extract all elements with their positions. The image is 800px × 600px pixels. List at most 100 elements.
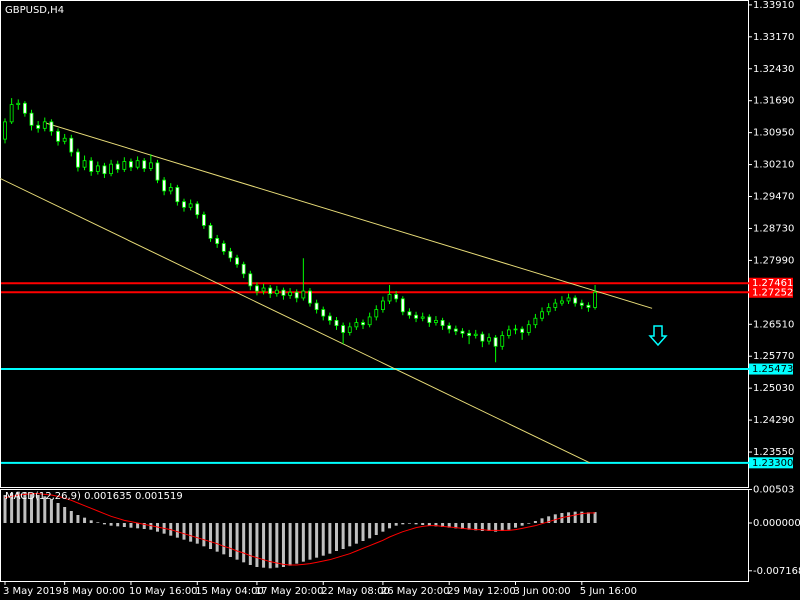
candle-body xyxy=(195,203,200,216)
candle-body xyxy=(487,337,491,342)
candle-body xyxy=(579,302,584,306)
candle-body xyxy=(9,104,14,123)
macd-bar xyxy=(421,523,425,525)
candle-body xyxy=(308,290,312,304)
macd-bar xyxy=(16,491,20,523)
candle-body xyxy=(361,322,365,326)
level-label-box xyxy=(749,286,793,298)
x-tick-label: 17 May 20:00 xyxy=(255,586,324,597)
macd-bar xyxy=(593,512,597,523)
macd-bar xyxy=(102,523,106,525)
macd-bar xyxy=(361,523,365,541)
macd-bar xyxy=(533,521,537,523)
candle-body xyxy=(420,316,425,319)
y-tick-label: 1.28730 xyxy=(753,223,794,234)
level-label-box xyxy=(749,277,793,289)
macd-bar xyxy=(83,517,87,523)
macd-bar xyxy=(10,493,14,523)
y-tick-label: 1.30210 xyxy=(753,160,794,171)
y-tick-label: 0.000000 xyxy=(753,518,800,529)
level-label: 1.27461 xyxy=(752,278,793,289)
macd-bar xyxy=(520,523,524,526)
macd-bar xyxy=(209,523,213,549)
candle-body xyxy=(69,137,74,153)
macd-bar xyxy=(547,516,551,523)
candle-body xyxy=(36,124,41,129)
candle-body xyxy=(473,333,478,336)
candle-body xyxy=(228,250,233,259)
candle-body xyxy=(208,225,213,239)
candle-body xyxy=(374,309,379,318)
candle-body xyxy=(334,319,339,326)
level-label-box xyxy=(749,457,793,469)
y-tick-label: 1.33910 xyxy=(753,0,794,11)
macd-bar xyxy=(235,523,239,560)
candle-body xyxy=(434,319,438,323)
candle-body xyxy=(553,302,558,308)
candle-body xyxy=(162,179,167,192)
candle-body xyxy=(168,187,173,192)
macd-bar xyxy=(586,512,590,523)
macd-bar xyxy=(242,523,246,563)
macd-bar xyxy=(374,523,378,535)
macd-bar xyxy=(43,496,47,523)
macd-bar xyxy=(3,495,7,523)
candle-body xyxy=(42,121,47,129)
macd-bar xyxy=(275,523,279,568)
candle-body xyxy=(241,263,246,275)
candle-body xyxy=(3,121,7,140)
level-label: 1.25473 xyxy=(752,364,793,375)
candle-body xyxy=(129,161,133,168)
candle-body xyxy=(89,160,94,172)
candle-body xyxy=(381,300,385,311)
candle-body xyxy=(201,214,206,226)
macd-bar xyxy=(454,523,458,529)
candle-body xyxy=(394,294,399,300)
candle-body xyxy=(235,257,239,265)
macd-frame xyxy=(0,489,749,582)
candle-body xyxy=(274,289,279,295)
macd-bar xyxy=(441,523,445,527)
macd-bar xyxy=(255,523,259,567)
candle-body xyxy=(76,151,80,168)
candle-body xyxy=(493,337,498,347)
y-tick-label: 1.27990 xyxy=(753,255,794,266)
candle-body xyxy=(221,243,226,252)
macd-bar xyxy=(129,523,133,528)
candle-body xyxy=(109,163,113,175)
macd-bar xyxy=(527,523,531,524)
macd-bar xyxy=(328,523,332,554)
macd-bar xyxy=(195,523,199,544)
level-label: 1.27252 xyxy=(752,287,793,298)
candle-body xyxy=(546,307,551,313)
macd-bar xyxy=(507,523,511,530)
macd-bar xyxy=(567,512,571,523)
candle-body xyxy=(135,160,140,168)
signal-line xyxy=(4,493,596,566)
candle-body xyxy=(248,273,253,287)
candle-body xyxy=(440,319,445,326)
candle-body xyxy=(414,314,418,319)
candle-body xyxy=(82,160,87,168)
macd-bar xyxy=(288,523,292,566)
macd-bar xyxy=(401,523,405,525)
candle-body xyxy=(122,161,127,170)
candle-body xyxy=(301,290,306,299)
candle-body xyxy=(261,287,266,292)
candle-body xyxy=(56,130,60,142)
macd-bar xyxy=(268,523,272,569)
macd-bar xyxy=(109,523,113,526)
macd-bar xyxy=(301,523,305,562)
macd-bar xyxy=(381,523,385,532)
x-tick-label: 29 May 12:00 xyxy=(447,586,516,597)
candle-body xyxy=(314,302,319,311)
x-tick-label: 22 May 08:00 xyxy=(321,586,390,597)
macd-bar xyxy=(149,523,153,530)
macd-bar xyxy=(368,523,372,539)
candle-body xyxy=(182,201,186,208)
candle-body xyxy=(513,328,518,331)
candle-body xyxy=(281,289,286,296)
candle-body xyxy=(155,162,160,181)
macd-bar xyxy=(189,523,193,542)
candle-body xyxy=(29,112,34,126)
